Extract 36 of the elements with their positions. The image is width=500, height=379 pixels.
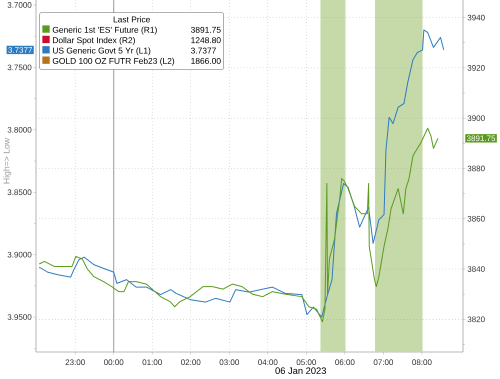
annotation: 1866.00 (191, 58, 221, 64)
y-tick-label: 3.8000 (8, 126, 32, 133)
x-tick-label: 00:00 (104, 359, 124, 366)
y-tick-label: 3.7500 (8, 64, 32, 70)
y-tick-label: 3.7000 (8, 2, 32, 8)
legend-label: Generic 1st 'ES' Future (R1) (52, 26, 157, 34)
legend-label: US Generic Govt 5 Yr (L1) (52, 47, 150, 56)
text: 3891.75 (466, 135, 496, 142)
y2-tick-label: 3840 (468, 266, 485, 272)
x-tick-label: 03:00 (220, 359, 239, 366)
x-tick-label: 23:00 (66, 359, 85, 366)
legend-title: Last Price (114, 16, 150, 22)
y-axis-title: High=> Low (3, 138, 12, 184)
y2-tick-label: 3880 (468, 166, 485, 172)
x-tick-label: 02:00 (181, 359, 200, 366)
annotation: 3.7377 (190, 48, 216, 54)
x-tick-label: 07:00 (374, 359, 394, 366)
annotation: 1248.80 (191, 37, 221, 44)
legend-label: GOLD 100 OZ FUTR Feb23 (L2) (52, 58, 174, 66)
x-tick-label: 08:00 (412, 359, 432, 366)
y2-tick-label: 3940 (468, 14, 485, 20)
x-tick-label: 01:00 (142, 359, 162, 366)
y2-tick-label: 3820 (468, 316, 485, 322)
y2-tick-label: 3920 (468, 65, 485, 71)
y2-tick-label: 3860 (468, 216, 485, 222)
x-tick-label: 04:00 (258, 359, 278, 366)
x-tick-label: 05:00 (296, 359, 316, 366)
x-tick-label: 06:00 (335, 359, 355, 366)
legend-label: Dollar Spot Index (R2) (53, 37, 135, 45)
y-tick-label: 3.8500 (8, 189, 32, 196)
y-tick-label: 3.9500 (8, 314, 32, 320)
y-tick-label: 3.9000 (8, 252, 32, 258)
annotation: 3891.75 (190, 26, 221, 33)
x-axis-title: 06 Jan 2023 (275, 367, 326, 374)
y2-tick-label: 3900 (468, 115, 485, 122)
text: 3.7377 (8, 47, 32, 53)
